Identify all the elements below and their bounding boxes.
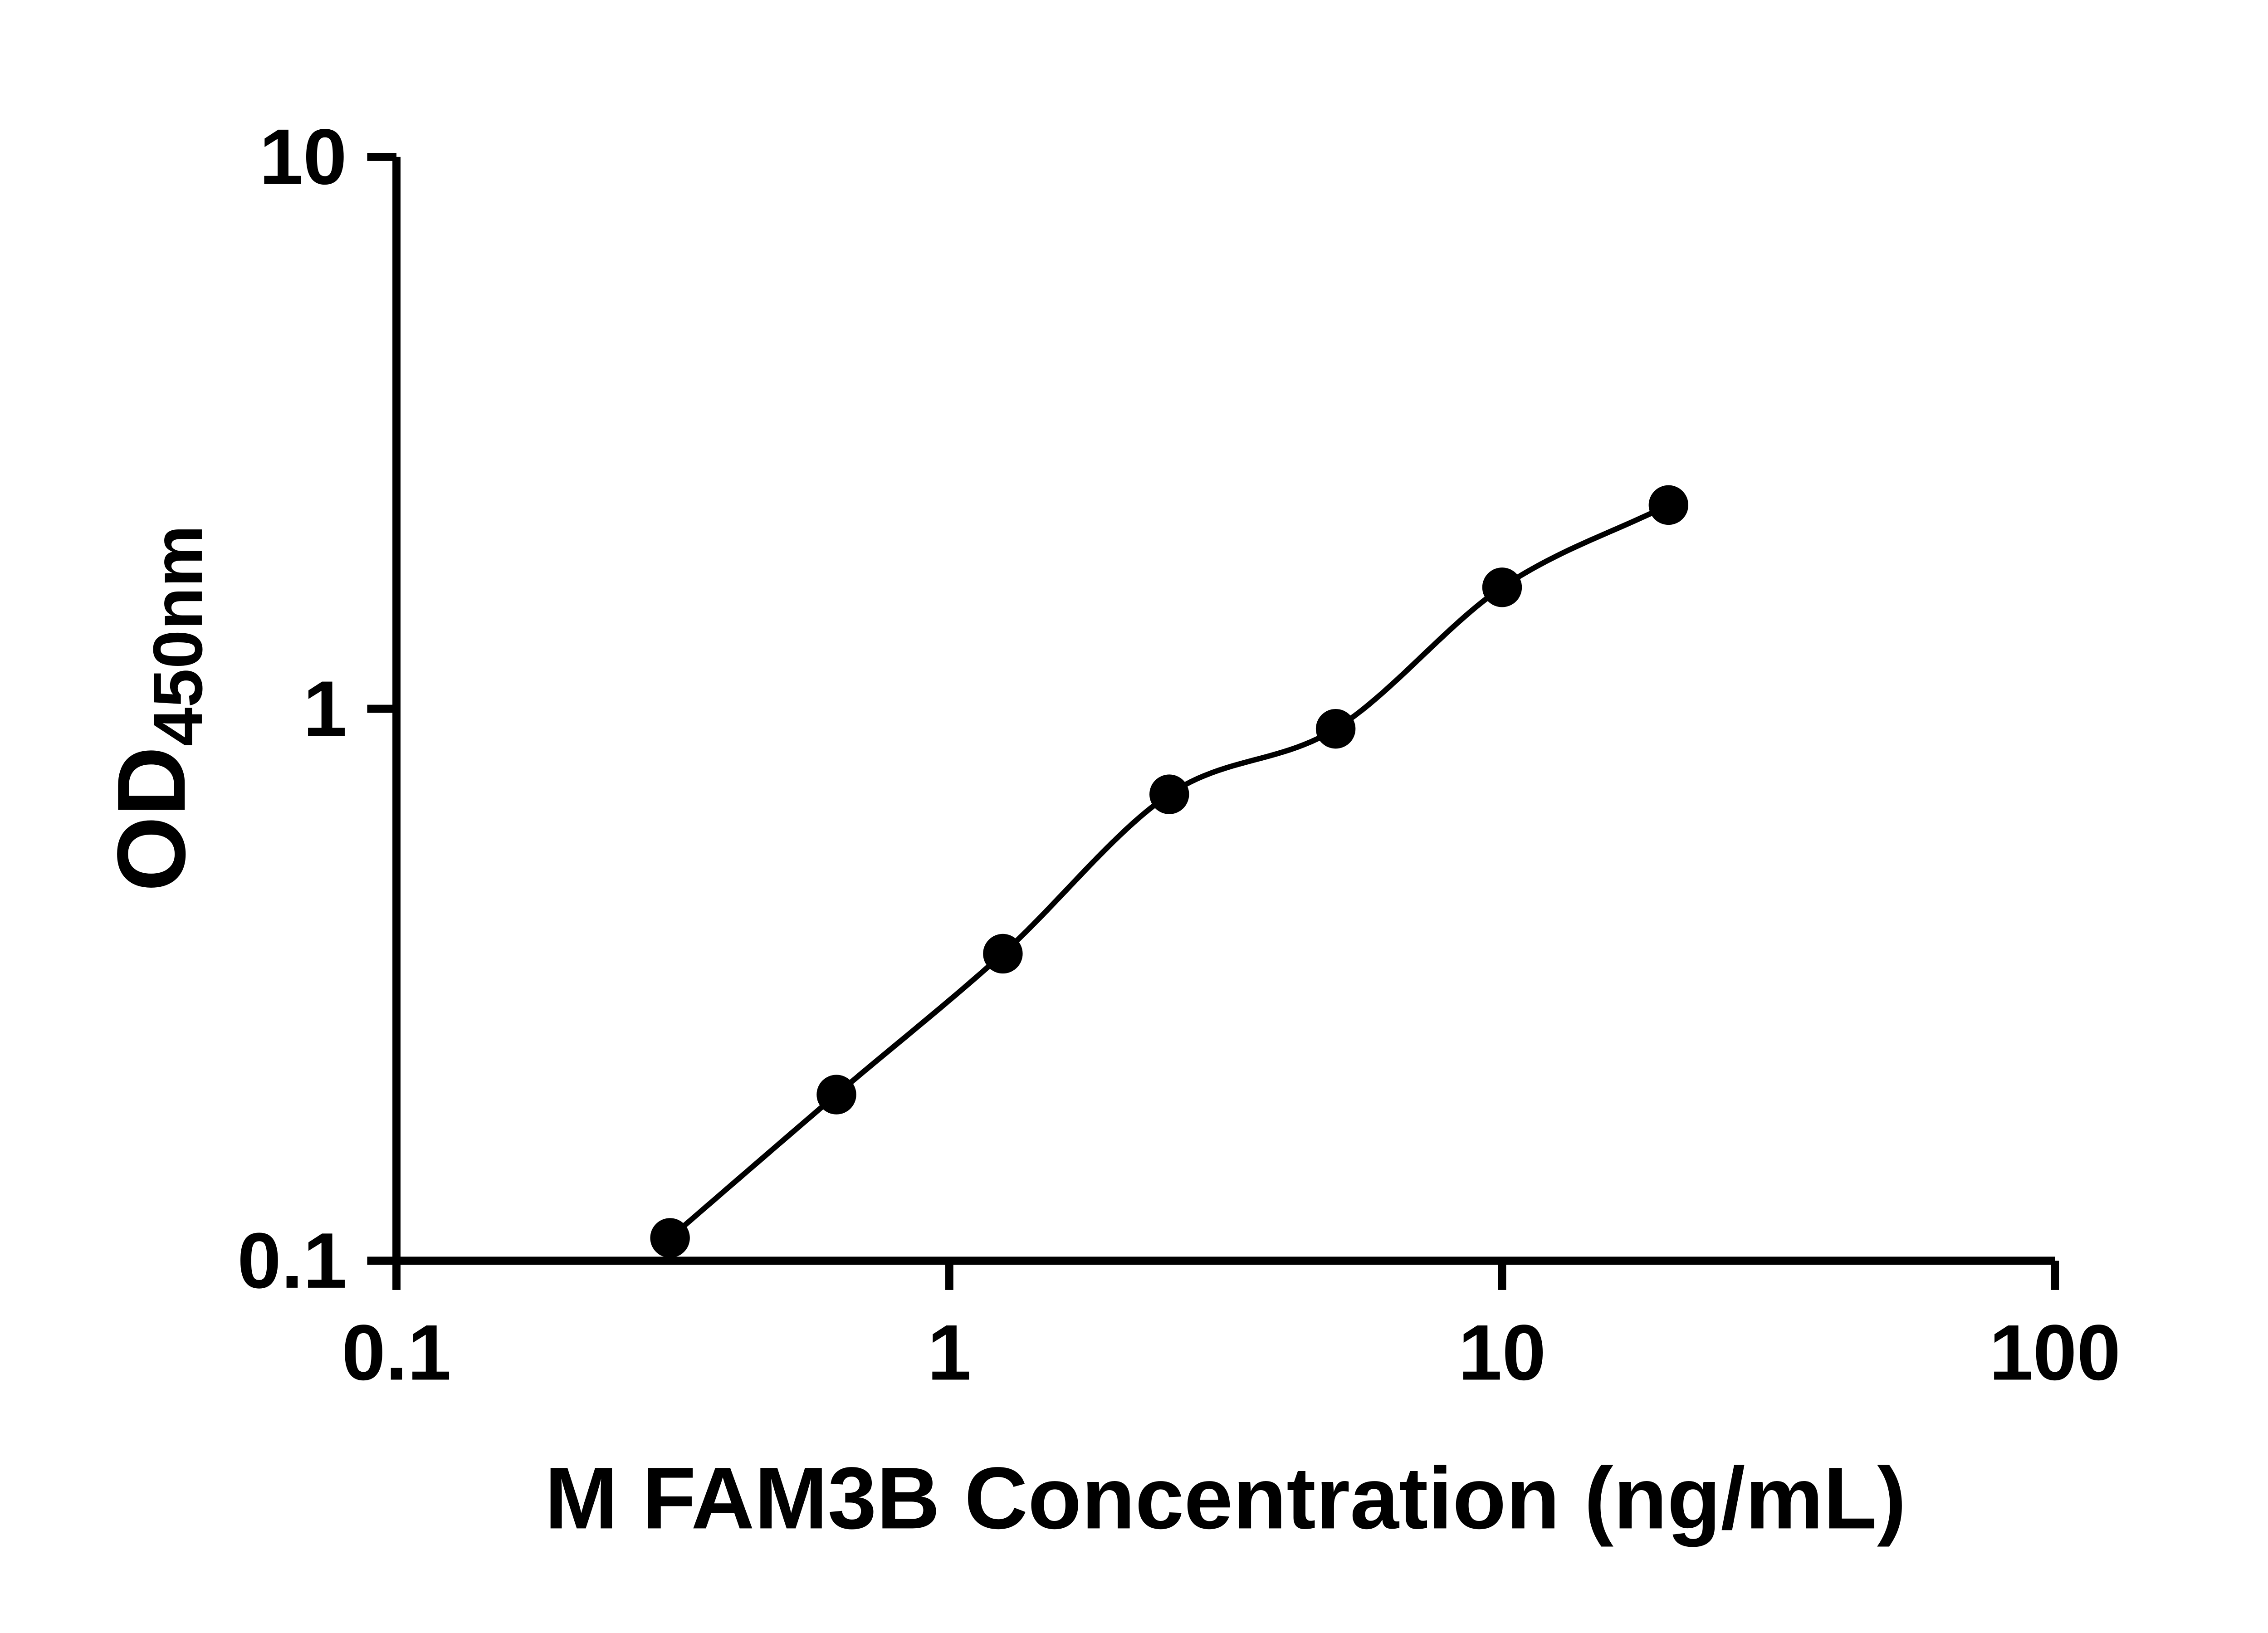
axes bbox=[392, 156, 2055, 1265]
y-axis-label: OD450nm bbox=[98, 525, 217, 892]
data-point-marker bbox=[816, 1075, 856, 1115]
data-point-marker bbox=[1149, 774, 1189, 814]
y-axis-label-subscript: 450nm bbox=[139, 525, 217, 747]
data-point-marker bbox=[650, 1218, 690, 1258]
y-tick-label: 10 bbox=[259, 112, 347, 200]
x-tick-label: 100 bbox=[1989, 1309, 2121, 1397]
x-tick-label: 0.1 bbox=[342, 1309, 451, 1397]
data-point-marker bbox=[1482, 567, 1522, 607]
fit-curve bbox=[667, 502, 1672, 1241]
data-point-marker bbox=[983, 934, 1023, 974]
plot-layer: 0.1 1 10 100 0.1 1 10 bbox=[237, 112, 2121, 1396]
x-tick-label: 10 bbox=[1458, 1309, 1546, 1397]
x-tick-label: 1 bbox=[927, 1309, 971, 1397]
data-point-marker bbox=[1315, 709, 1356, 749]
y-tick-label: 1 bbox=[303, 665, 347, 753]
y-axis-label-main: OD bbox=[98, 746, 205, 891]
y-tick-label: 0.1 bbox=[237, 1217, 347, 1305]
x-axis-label: M FAM3B Concentration (ng/mL) bbox=[545, 1449, 1906, 1547]
data-point-marker bbox=[1648, 485, 1689, 525]
